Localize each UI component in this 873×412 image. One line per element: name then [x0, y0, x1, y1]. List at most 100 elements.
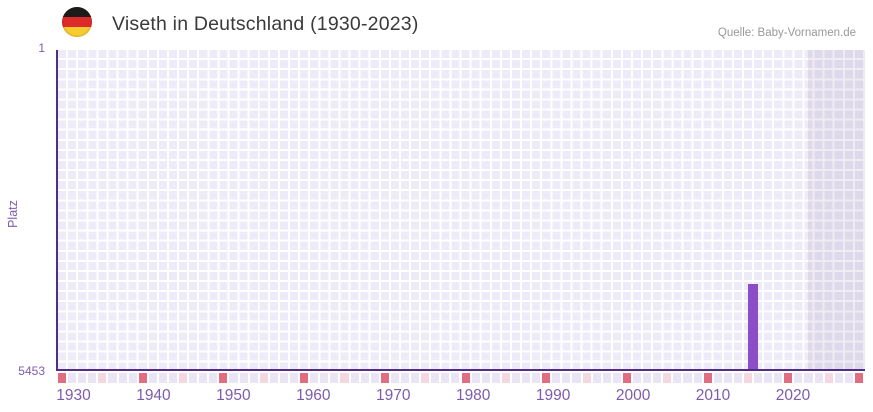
- year-marker-cell: [542, 372, 551, 383]
- year-marker-cell: [148, 372, 157, 383]
- year-marker-cell: [421, 372, 430, 383]
- year-marker-cell: [431, 372, 440, 383]
- year-marker-cell: [290, 372, 299, 383]
- x-tick-label: 1930: [56, 387, 91, 404]
- year-marker-cell: [663, 372, 672, 383]
- year-marker-cell: [673, 372, 682, 383]
- year-marker-cell: [108, 372, 117, 383]
- x-tick-label: 1950: [216, 387, 251, 404]
- year-marker-cell: [229, 372, 238, 383]
- year-marker-cell: [562, 372, 571, 383]
- year-marker-cell: [189, 372, 198, 383]
- year-marker-cell: [592, 372, 601, 383]
- year-marker-cell: [612, 372, 621, 383]
- year-marker-cell: [572, 372, 581, 383]
- rank-bar[interactable]: [747, 284, 758, 369]
- year-marker-cell: [632, 372, 642, 383]
- year-marker-cell: [461, 372, 470, 383]
- year-marker-cell: [118, 372, 127, 383]
- year-marker-cell: [370, 372, 379, 383]
- year-marker-cell: [441, 372, 450, 383]
- year-marker-cell: [723, 372, 732, 383]
- year-marker-cell: [279, 372, 288, 383]
- year-marker-cell: [411, 372, 420, 383]
- year-marker-cell: [380, 372, 389, 383]
- year-marker-cell: [693, 372, 702, 383]
- plot-area: [56, 50, 865, 371]
- year-marker-cell: [854, 372, 863, 383]
- year-marker-cell: [390, 372, 399, 383]
- year-marker-cell: [511, 372, 521, 383]
- year-marker-cell: [733, 372, 742, 383]
- year-marker-cell: [179, 372, 188, 383]
- year-marker-cell: [320, 372, 329, 383]
- year-marker-cell: [683, 372, 692, 383]
- germany-flag-icon: [62, 7, 92, 37]
- year-marker-cell: [168, 372, 178, 383]
- year-marker-strip: [58, 372, 865, 383]
- year-marker-cell: [653, 372, 662, 383]
- year-marker-cell: [824, 372, 833, 383]
- year-marker-cell: [532, 372, 541, 383]
- year-marker-cell: [602, 372, 611, 383]
- year-marker-cell: [310, 372, 319, 383]
- year-marker-cell: [471, 372, 480, 383]
- year-marker-cell: [844, 372, 853, 383]
- year-marker-cell: [68, 372, 77, 383]
- year-marker-cell: [360, 372, 369, 383]
- year-marker-cell: [713, 372, 722, 383]
- year-marker-cell: [754, 372, 763, 383]
- year-marker-cell: [784, 372, 793, 383]
- year-marker-cell: [209, 372, 218, 383]
- year-marker-cell: [219, 372, 228, 383]
- x-tick-label: 1980: [455, 387, 491, 404]
- year-marker-cell: [622, 372, 631, 383]
- year-marker-cell: [774, 372, 783, 383]
- x-tick-label: 1940: [136, 387, 171, 404]
- x-tick-label: 1990: [535, 387, 571, 404]
- year-marker-cell: [501, 372, 510, 383]
- year-marker-cell: [269, 372, 278, 383]
- year-marker-cell: [764, 372, 773, 383]
- x-tick-label: 1960: [296, 387, 331, 404]
- year-marker-cell: [491, 372, 500, 383]
- year-marker-cell: [78, 372, 87, 383]
- year-marker-cell: [481, 372, 490, 383]
- source-attribution: Quelle: Baby-Vornamen.de: [717, 27, 856, 39]
- year-marker-cell: [300, 372, 309, 383]
- year-marker-cell: [400, 372, 410, 383]
- year-marker-cell: [794, 372, 803, 383]
- x-tick-label: 2020: [775, 387, 811, 404]
- year-marker-cell: [128, 372, 137, 383]
- x-tick-label: 1970: [376, 387, 411, 404]
- year-marker-cell: [58, 372, 67, 383]
- year-marker-cell: [199, 372, 208, 383]
- x-tick-label: 2010: [695, 387, 731, 404]
- y-axis-title: Platz: [6, 200, 20, 228]
- year-marker-cell: [98, 372, 107, 383]
- year-marker-cell: [814, 372, 823, 383]
- year-marker-cell: [330, 372, 339, 383]
- year-marker-cell: [834, 372, 843, 383]
- year-marker-cell: [703, 372, 712, 383]
- year-marker-cell: [138, 372, 147, 383]
- year-marker-cell: [158, 372, 167, 383]
- year-marker-cell: [249, 372, 258, 383]
- year-marker-cell: [743, 372, 753, 383]
- chart-title: Viseth in Deutschland (1930-2023): [112, 13, 419, 35]
- year-marker-cell: [350, 372, 359, 383]
- year-marker-cell: [340, 372, 349, 383]
- year-marker-cell: [552, 372, 561, 383]
- year-marker-cell: [522, 372, 531, 383]
- year-marker-cell: [451, 372, 460, 383]
- x-axis-tick-labels: 1930 1940 1950 1960 1970 1980 1990 2000 2010 2020: [56, 387, 865, 407]
- recent-years-shade: [807, 50, 865, 369]
- year-marker-cell: [88, 372, 97, 383]
- year-marker-cell: [804, 372, 813, 383]
- y-tick-label-max: 1: [38, 41, 45, 55]
- x-tick-label: 2000: [615, 387, 651, 404]
- year-marker-cell: [259, 372, 268, 383]
- y-tick-label-min: 5453: [18, 364, 45, 378]
- year-marker-cell: [582, 372, 591, 383]
